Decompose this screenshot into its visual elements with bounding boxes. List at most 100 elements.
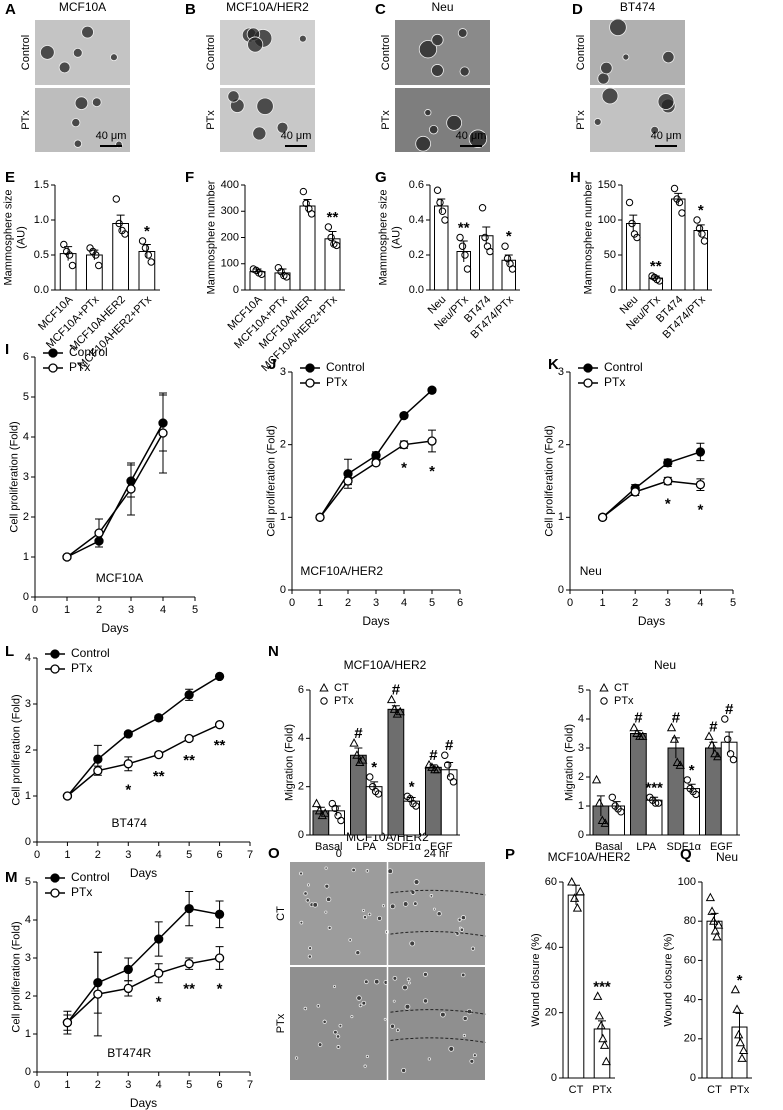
- data-point: [713, 920, 724, 929]
- error-bar: [391, 705, 400, 713]
- legend-label: CT: [334, 682, 349, 694]
- significance: *: [697, 501, 703, 518]
- data-point: [314, 805, 325, 815]
- series-line: [66, 724, 220, 797]
- x-tick-label: 1: [64, 849, 70, 861]
- cell: [440, 1011, 446, 1018]
- y-tick-label: 0.6: [409, 179, 424, 191]
- y-axis-title: Migration (Fold): [283, 724, 295, 801]
- data-point: [695, 447, 706, 457]
- data-point: [427, 385, 437, 395]
- cell: [429, 894, 434, 898]
- wound-edge: [390, 931, 486, 937]
- legend-marker: [583, 378, 593, 388]
- cell: [381, 904, 386, 908]
- series-line: [66, 957, 220, 1024]
- y-tick-label: 200: [221, 231, 239, 243]
- bar: [387, 708, 405, 836]
- data-point: [123, 759, 133, 769]
- x-tick-label: SDF1α: [667, 841, 702, 853]
- data-point: [738, 1045, 749, 1055]
- legend-marker: [50, 873, 60, 883]
- cell: [247, 36, 264, 53]
- cell: [324, 883, 330, 889]
- cell: [597, 72, 610, 85]
- y-tick-label: 0: [25, 836, 31, 848]
- data-point: [632, 728, 642, 737]
- data-point: [625, 198, 634, 207]
- series-line: [66, 422, 164, 558]
- cell: [332, 985, 337, 989]
- cell: [294, 1056, 299, 1060]
- cell: [431, 33, 444, 47]
- y-tick-label: 100: [221, 258, 239, 270]
- significance: #: [445, 737, 454, 754]
- error-bar: [504, 254, 513, 266]
- scale-label: 40 μm: [456, 130, 487, 142]
- x-tick-label: EGF: [430, 841, 453, 853]
- data-point: [374, 790, 383, 798]
- y-axis-title: Mammosphere number: [205, 180, 217, 294]
- data-point: [123, 964, 133, 975]
- legend-marker: [48, 363, 58, 373]
- x-tick-label: 3: [125, 1079, 131, 1091]
- cell: [413, 901, 418, 906]
- data-point: [478, 204, 487, 212]
- y-tick-label: 60: [684, 954, 696, 966]
- cell: [252, 126, 267, 141]
- row-label: PTx: [205, 110, 217, 130]
- annotation: BT474R: [107, 1046, 151, 1060]
- y-axis-title: Mammosphere number: [582, 180, 594, 294]
- cell: [422, 971, 428, 977]
- cell: [462, 1033, 467, 1038]
- data-point: [214, 909, 225, 919]
- legend-marker: [50, 888, 60, 898]
- cell: [348, 938, 352, 942]
- significance: **: [214, 737, 226, 754]
- legend-marker: [50, 664, 60, 674]
- data-point: [591, 774, 602, 784]
- data-point: [726, 750, 735, 758]
- y-tick-label: 6: [23, 351, 29, 363]
- significance: *: [371, 759, 377, 776]
- legend-label: Control: [604, 360, 643, 374]
- y-tick-label: 0: [23, 591, 29, 603]
- cell: [601, 87, 619, 105]
- cell: [374, 979, 380, 985]
- y-tick-label: 1: [280, 511, 286, 523]
- bar: [299, 205, 316, 291]
- legend-label: PTx: [334, 695, 354, 707]
- data-point: [315, 512, 325, 522]
- row-label: Control: [380, 35, 392, 70]
- x-tick-label: SDF1α: [387, 841, 422, 853]
- significance: ***: [645, 779, 663, 796]
- data-point: [713, 751, 723, 761]
- cell: [387, 868, 393, 875]
- bar: [434, 205, 449, 291]
- cell: [306, 883, 311, 887]
- cell: [351, 867, 356, 873]
- y-tick-label: 1: [578, 800, 584, 812]
- data-point: [282, 273, 291, 281]
- data-point: [60, 240, 68, 249]
- data-point: [672, 757, 682, 766]
- cell: [276, 121, 289, 134]
- error-bar: [710, 912, 719, 930]
- cell: [460, 915, 466, 921]
- cell: [404, 1003, 411, 1010]
- chart-title: MCF10A/HER2: [548, 850, 631, 864]
- y-tick-label: 4: [298, 732, 304, 744]
- cell: [317, 1042, 323, 1047]
- panel-letter: N: [268, 643, 279, 660]
- row-label: Control: [205, 35, 217, 70]
- panel-letter: J: [268, 356, 276, 373]
- y-tick-label: 3: [280, 366, 286, 378]
- data-point: [138, 237, 147, 245]
- y-tick-label: 2: [578, 771, 584, 783]
- data-point: [147, 258, 155, 266]
- legend-label: PTx: [604, 375, 625, 389]
- y-tick-label: 300: [221, 205, 239, 217]
- data-point: [184, 733, 194, 744]
- row-label: Control: [20, 35, 32, 70]
- data-point: [663, 476, 673, 486]
